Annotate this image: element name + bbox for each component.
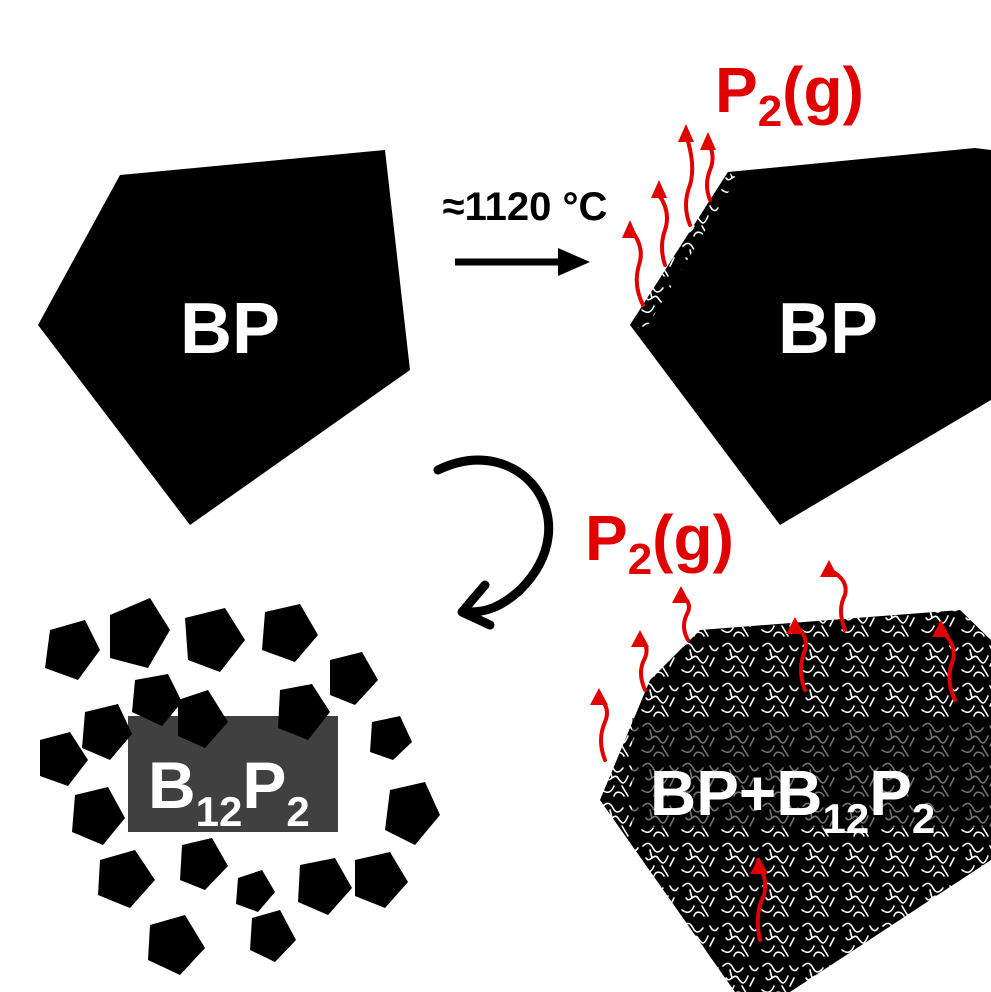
initial-panel: BP	[38, 150, 410, 525]
heating-panel: BP P2(g)	[622, 54, 991, 525]
gas-label-top: P2(g)	[715, 54, 864, 136]
gas-state-2: (g)	[652, 502, 734, 574]
bp-crystal-heated	[630, 148, 991, 525]
mixed-label-sub-b: 2	[912, 795, 935, 842]
mixed-label-part-a: BP+B	[650, 757, 823, 829]
gas-species: P	[715, 54, 758, 126]
reaction-arrow-head	[558, 248, 590, 276]
gas-species-2: P	[585, 502, 628, 574]
b12p2-label: B12P2	[148, 748, 310, 835]
gas-arrowheads-bottom	[590, 560, 950, 874]
mixed-label-sub-a: 12	[823, 795, 870, 842]
bp-label: BP	[180, 289, 280, 369]
gas-subscript: 2	[758, 87, 782, 136]
gas-subscript-2: 2	[628, 535, 652, 584]
gas-arrows-top	[629, 133, 715, 307]
decomposing-panel: BP+B12P2 P2(g)	[585, 502, 991, 992]
b12p2-part-b: P	[242, 748, 286, 822]
bp-label-heated: BP	[778, 289, 878, 369]
b12p2-part-a: B	[148, 748, 196, 822]
mixed-label-box	[632, 718, 991, 828]
mixed-label-part-b: P	[869, 757, 912, 829]
b12p2-sub-a: 12	[196, 788, 243, 835]
surface-layer	[630, 172, 737, 330]
gas-label-bottom: P2(g)	[585, 502, 734, 584]
gas-state: (g)	[782, 54, 864, 126]
gas-arrowheads-top	[622, 124, 716, 238]
bp-crystal	[38, 150, 410, 525]
heating-step: ≈1120 °C	[443, 185, 608, 276]
mixed-phase-label: BP+B12P2	[650, 757, 935, 842]
b12p2-label-box	[128, 716, 338, 832]
b12p2-particles	[40, 598, 440, 975]
final-panel: B12P2	[40, 598, 440, 975]
progression-arrow	[433, 455, 554, 630]
b12p2-sub-b: 2	[286, 788, 309, 835]
temperature-label: ≈1120 °C	[443, 185, 608, 229]
